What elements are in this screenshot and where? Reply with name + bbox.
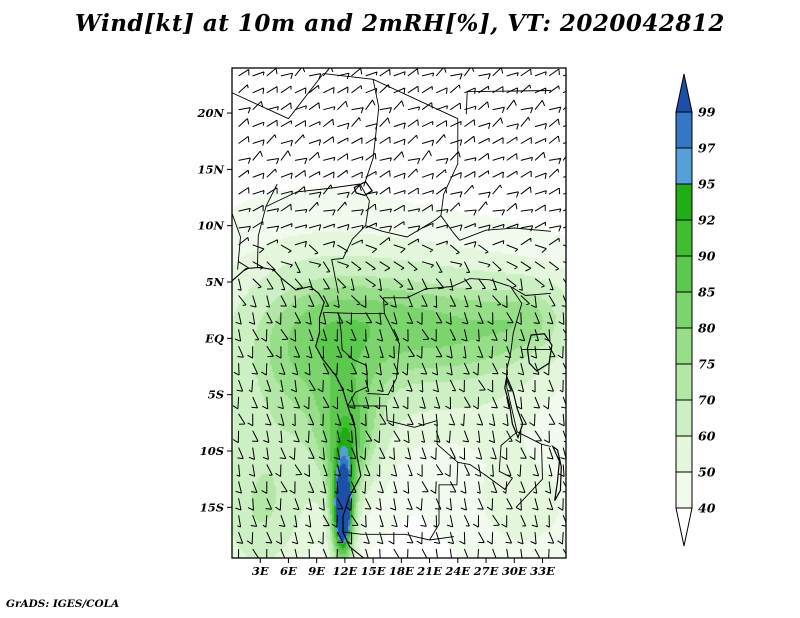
colorbar-label: 85 [698,285,715,300]
chart-title: Wind[kt] at 10m and 2mRH[%], VT: 2020042… [75,10,725,37]
coastline [232,266,365,558]
colorbar-segment [675,183,693,221]
colorbar-segment [675,147,693,185]
colorbar-segment [675,363,693,401]
colorbar-segment [675,327,693,365]
country-border [324,297,385,315]
wind-barbs [232,68,566,558]
colorbar-label: 50 [698,465,716,480]
lake-outline [526,333,553,372]
country-border [331,183,370,294]
colorbar-label: 75 [698,357,715,372]
country-border [367,313,400,396]
country-border [515,444,543,508]
colorbar-label: 97 [698,141,716,156]
colorbar-segment [675,399,693,437]
y-axis-label: 5S [208,388,224,402]
x-axis-label: 21E [416,564,442,578]
colorbar-label: 95 [698,177,715,192]
grads-credit: GrADS: IGES/COLA [6,598,120,610]
country-border [365,215,442,238]
country-border [457,431,518,490]
colorbar-label: 99 [698,105,716,120]
country-border [337,312,368,407]
colorbar-label: 60 [698,429,716,444]
country-border [347,405,459,541]
x-axis-label: 6E [280,564,297,578]
x-axis-label: 9E [308,564,325,578]
colorbar-label: 80 [698,321,716,336]
country-border [265,183,361,208]
colorbar-segment [675,291,693,329]
country-border [465,91,468,115]
x-axis-label: 15E [361,564,386,578]
country-border [323,73,458,120]
y-axis-label: 10S [200,444,224,458]
rh-shading-canvas [232,68,566,558]
country-border [440,118,461,241]
country-border [510,286,551,296]
x-axis-label: 33E [530,564,555,578]
map-frame [231,67,567,559]
x-axis-label: 27E [473,564,499,578]
country-border [459,227,551,241]
y-axis-label: 20N [196,106,224,120]
lake-outline [551,444,562,501]
colorbar-top-arrow [675,73,693,113]
colorbar-label: 92 [698,213,716,228]
colorbar-label: 40 [698,501,716,516]
x-axis-label: 30E [502,564,527,578]
country-border [342,531,455,541]
country-border [256,183,278,268]
lake-outline [504,374,524,440]
colorbar: 99 97 95 92 90 85 80 75 70 60 50 40 [675,73,716,547]
y-axis-label: 10N [197,219,224,233]
country-border [506,386,552,447]
colorbar-bottom-arrow [675,507,693,547]
colorbar-segment [675,219,693,257]
country-border [363,79,380,187]
colorbar-segment [675,255,693,293]
x-axis-label: 12E [333,564,358,578]
country-border [232,213,241,270]
lake-outline [353,181,374,196]
x-axis-label: 18E [389,564,414,578]
y-axis-label: EQ [204,331,224,345]
colorbar-label: 90 [698,249,716,264]
colorbar-label: 70 [698,393,716,408]
y-axis-label: 15S [200,500,224,514]
country-border [232,73,324,120]
colorbar-segment [675,435,693,473]
x-axis-label: 3E [252,564,269,578]
x-axis-label: 24E [444,564,470,578]
y-axis-label: 5N [205,275,224,289]
y-axis-label: 15N [197,162,224,176]
colorbar-segment [675,471,693,509]
country-border [383,278,490,299]
colorbar-segment [675,111,693,149]
map-lines-layer [232,68,566,558]
